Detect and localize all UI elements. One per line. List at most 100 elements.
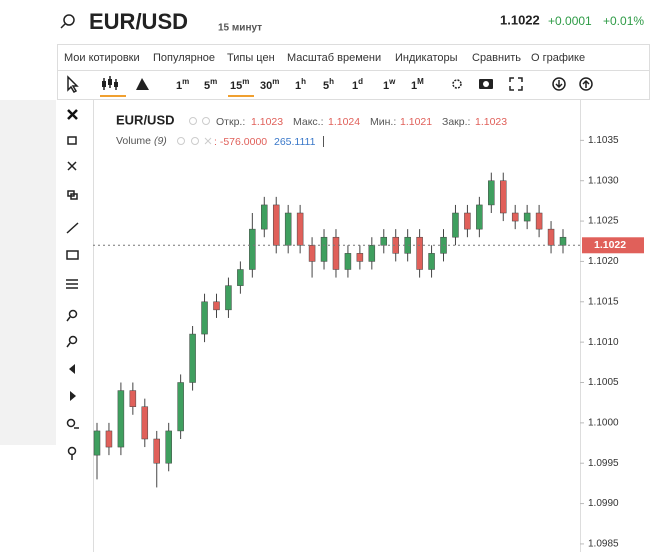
camera-icon[interactable]	[479, 79, 493, 89]
timeframe-unit: m	[210, 77, 217, 86]
cursor-tool[interactable]	[67, 75, 79, 93]
menu-item[interactable]: Популярное	[153, 52, 215, 64]
y-tick-label: 1.1010	[588, 337, 619, 348]
candle-body	[320, 236, 328, 262]
candle-body	[189, 333, 196, 383]
volume-param: (9)	[154, 135, 167, 147]
candle-body	[93, 430, 101, 456]
volume-value: 265.1111	[274, 136, 316, 148]
y-tick-label: 1.1005	[588, 377, 619, 388]
y-tick-label: 1.0995	[588, 458, 619, 469]
candle-body	[547, 228, 555, 246]
candle-body	[356, 253, 364, 262]
timeframe-unit: w	[388, 77, 396, 86]
timeframe-number: 5	[204, 80, 210, 92]
timeframe[interactable]: 5m	[204, 77, 217, 92]
timeframe[interactable]: 15m	[230, 77, 249, 92]
timeframe[interactable]: 1h	[295, 77, 306, 92]
legend-label: Откр.:	[216, 116, 245, 128]
timeframe-number: 1	[383, 80, 389, 92]
candle-body	[464, 212, 471, 230]
y-tick-label: 1.1020	[588, 256, 619, 267]
remove-icon[interactable]	[204, 137, 212, 145]
candle-body	[117, 390, 125, 448]
candle-body	[261, 204, 268, 230]
menu-item[interactable]: Сравнить	[472, 52, 521, 64]
legend-value: 1.1021	[400, 116, 432, 128]
eye-icon[interactable]	[177, 137, 185, 145]
change: +0.0001	[548, 14, 592, 28]
timeframe[interactable]: 30m	[260, 77, 279, 92]
candle-body	[452, 212, 459, 238]
legend-symbol: EUR/USD	[116, 112, 175, 127]
menu-item[interactable]: Типы цен	[227, 52, 275, 64]
settings-icon[interactable]	[202, 117, 210, 125]
candle-body	[105, 430, 113, 448]
y-tick-label: 1.0985	[588, 539, 619, 550]
candle-body	[535, 212, 543, 230]
last-price-box	[582, 237, 644, 254]
timeframe[interactable]: 1w	[383, 77, 396, 92]
timeframe-number: 1	[411, 80, 417, 92]
change-pct: +0.01%	[603, 14, 644, 28]
eye-icon[interactable]	[189, 117, 197, 125]
price: 1.1022	[500, 12, 540, 27]
candle-body	[165, 430, 172, 464]
candle-body	[428, 253, 435, 270]
fullscreen-icon[interactable]	[509, 77, 523, 91]
menu-item[interactable]: Масштаб времени	[287, 52, 381, 64]
volume-label: Volume (9)	[116, 135, 167, 147]
area-tool[interactable]	[136, 78, 149, 90]
timeframe-unit: M	[417, 77, 424, 86]
candle-body	[129, 390, 137, 407]
candle-body	[201, 301, 208, 335]
menu-item[interactable]: Индикаторы	[395, 52, 458, 64]
candle-body	[523, 212, 531, 222]
legend-label: Мин.:	[370, 116, 396, 128]
drawing-tools[interactable]	[66, 109, 79, 460]
candle-body	[249, 228, 256, 270]
toolbar	[57, 70, 650, 100]
side-panel	[0, 100, 56, 445]
settings-icon[interactable]	[191, 137, 199, 145]
settings-icon[interactable]	[452, 79, 462, 89]
candle-body	[225, 285, 232, 311]
candle-body	[344, 253, 352, 270]
timeframe-number: 15	[230, 80, 242, 92]
search-icon[interactable]	[60, 14, 75, 29]
timeframe[interactable]: 5h	[323, 77, 334, 92]
candle-body	[380, 236, 388, 246]
candle-body	[213, 301, 220, 311]
y-tick-label: 1.1015	[588, 296, 619, 307]
timeframe-number: 30	[260, 80, 272, 92]
candle-body	[237, 269, 244, 286]
candle-body	[332, 236, 340, 270]
timeframe[interactable]: 1m	[176, 77, 189, 92]
candle-body	[141, 406, 149, 440]
candle-body	[500, 180, 507, 214]
legend-label: Закр.:	[442, 116, 470, 128]
candles-tool[interactable]	[102, 76, 118, 90]
menu-item[interactable]: О графике	[531, 52, 585, 64]
candle-body	[284, 212, 292, 246]
timeframe[interactable]: 1d	[352, 77, 363, 92]
candle-body	[416, 236, 423, 270]
download-icon[interactable]	[552, 77, 566, 91]
timeframe-unit: h	[329, 77, 334, 86]
timeframe-number: 1	[352, 80, 358, 92]
candle-body	[153, 438, 160, 464]
legend-value: 1.1024	[328, 116, 360, 128]
menu-item[interactable]: Мои котировки	[64, 52, 140, 64]
timeframe[interactable]: 1M	[411, 77, 424, 92]
timeframe-unit: d	[358, 77, 363, 86]
timeframe-unit: m	[272, 77, 279, 86]
candle-body	[511, 212, 519, 222]
legend-value: 1.1023	[475, 116, 507, 128]
symbol: EUR/USD	[89, 9, 188, 34]
legend-label: Макс.:	[293, 116, 324, 128]
timeframe-number: 1	[295, 80, 301, 92]
upload-icon[interactable]	[579, 77, 593, 91]
timeframe-unit: h	[301, 77, 306, 86]
legend-value: 1.1023	[251, 116, 283, 128]
